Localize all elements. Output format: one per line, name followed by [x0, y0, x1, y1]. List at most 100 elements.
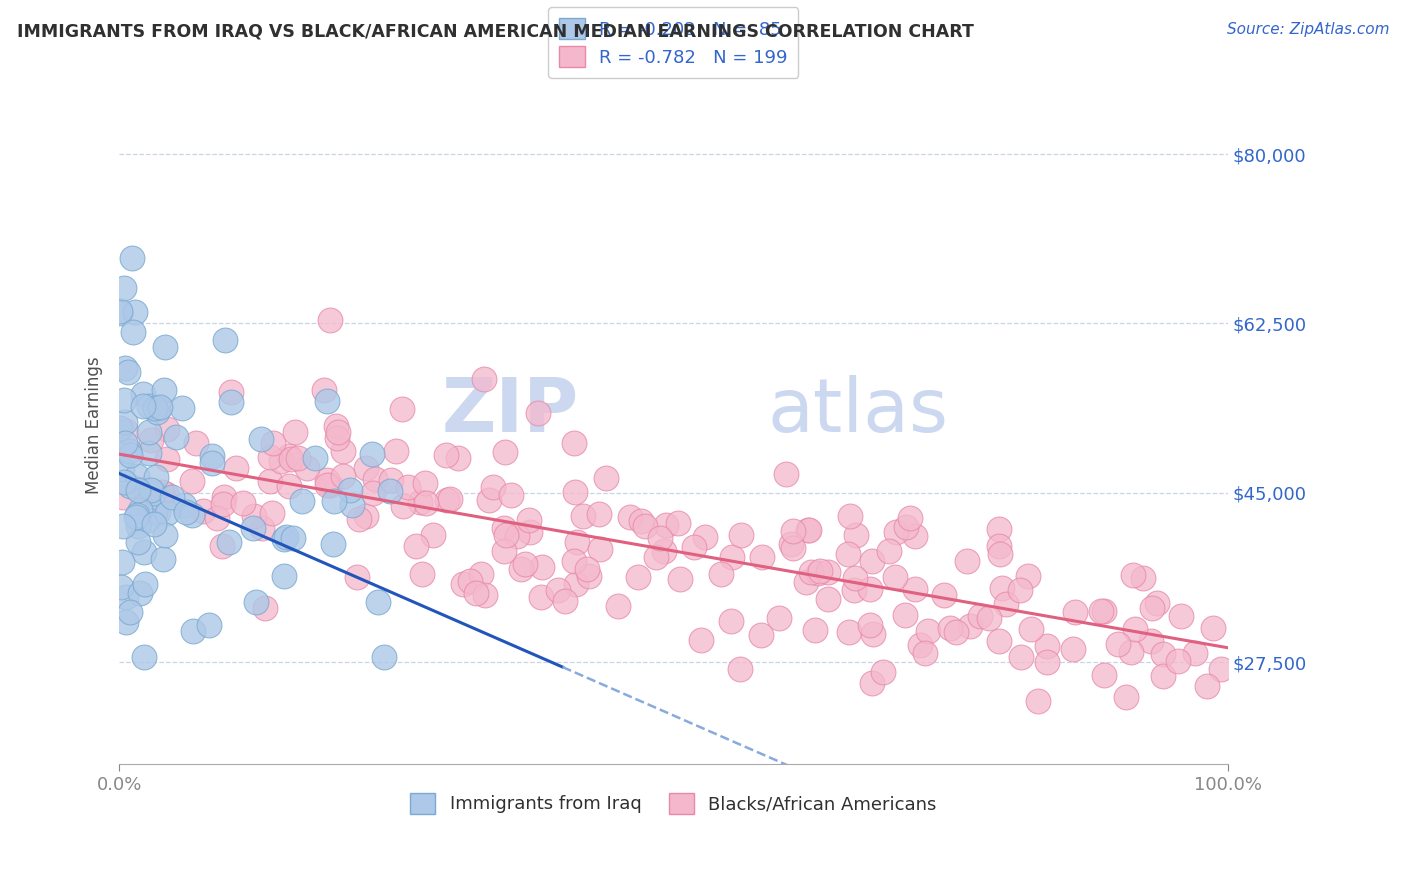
Point — [134, 576, 156, 591]
Point — [149, 400, 172, 414]
Point — [141, 433, 163, 447]
Point — [914, 646, 936, 660]
Point — [364, 472, 387, 486]
Point — [114, 591, 136, 605]
Point — [1062, 641, 1084, 656]
Point — [325, 419, 347, 434]
Point — [115, 615, 138, 630]
Point — [710, 566, 733, 581]
Point — [988, 548, 1011, 562]
Point — [153, 383, 176, 397]
Point — [155, 528, 177, 542]
Text: atlas: atlas — [768, 375, 949, 448]
Point — [145, 401, 167, 416]
Point — [111, 519, 134, 533]
Point — [917, 624, 939, 638]
Point — [225, 461, 247, 475]
Point — [506, 529, 529, 543]
Point — [804, 623, 827, 637]
Point — [142, 517, 165, 532]
Point — [1092, 603, 1115, 617]
Point — [859, 618, 882, 632]
Point — [291, 494, 314, 508]
Point — [125, 508, 148, 522]
Point — [176, 505, 198, 519]
Point — [1008, 582, 1031, 597]
Point — [749, 628, 772, 642]
Point — [354, 461, 377, 475]
Text: ZIP: ZIP — [441, 375, 579, 448]
Point — [118, 605, 141, 619]
Point — [1195, 679, 1218, 693]
Point — [630, 514, 652, 528]
Point — [276, 530, 298, 544]
Point — [1121, 644, 1143, 658]
Point — [845, 528, 868, 542]
Point — [155, 486, 177, 500]
Point — [304, 450, 326, 465]
Point — [510, 562, 533, 576]
Point — [280, 452, 302, 467]
Point — [354, 509, 377, 524]
Point — [1167, 654, 1189, 668]
Point — [284, 425, 307, 439]
Point — [384, 443, 406, 458]
Point — [547, 583, 569, 598]
Point — [259, 474, 281, 488]
Point — [250, 521, 273, 535]
Point — [198, 618, 221, 632]
Point — [114, 360, 136, 375]
Point — [782, 524, 804, 538]
Point — [165, 430, 187, 444]
Point — [645, 550, 668, 565]
Point — [219, 395, 242, 409]
Point — [683, 540, 706, 554]
Point — [120, 449, 142, 463]
Point — [810, 564, 832, 578]
Point — [977, 610, 1000, 624]
Point — [904, 529, 927, 543]
Point — [409, 495, 432, 509]
Point — [689, 633, 711, 648]
Point — [655, 518, 678, 533]
Point — [994, 598, 1017, 612]
Point — [987, 634, 1010, 648]
Point — [768, 611, 790, 625]
Point — [346, 570, 368, 584]
Point — [110, 303, 132, 318]
Point — [232, 496, 254, 510]
Point — [181, 624, 204, 639]
Point — [904, 582, 927, 596]
Point — [134, 545, 156, 559]
Point — [519, 525, 541, 540]
Point — [1035, 639, 1057, 653]
Point — [360, 447, 382, 461]
Point — [1063, 606, 1085, 620]
Point — [1122, 567, 1144, 582]
Point — [207, 510, 229, 524]
Point — [956, 554, 979, 568]
Point — [517, 513, 540, 527]
Point — [155, 339, 177, 353]
Point — [817, 566, 839, 580]
Point — [797, 523, 820, 537]
Point — [470, 567, 492, 582]
Point — [415, 496, 437, 510]
Point — [1202, 621, 1225, 635]
Point — [472, 372, 495, 386]
Point — [478, 492, 501, 507]
Point — [730, 528, 752, 542]
Point — [775, 467, 797, 482]
Text: Source: ZipAtlas.com: Source: ZipAtlas.com — [1226, 22, 1389, 37]
Point — [391, 499, 413, 513]
Point — [316, 478, 339, 492]
Point — [347, 511, 370, 525]
Point — [530, 590, 553, 604]
Point — [1125, 622, 1147, 636]
Point — [842, 582, 865, 597]
Point — [562, 553, 585, 567]
Point — [121, 325, 143, 339]
Point — [872, 665, 894, 680]
Point — [131, 387, 153, 401]
Point — [332, 468, 354, 483]
